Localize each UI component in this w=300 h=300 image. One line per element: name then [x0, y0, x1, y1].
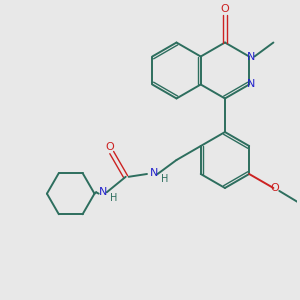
Text: N: N [247, 80, 256, 89]
Text: N: N [150, 167, 158, 178]
Text: O: O [271, 183, 279, 193]
Text: O: O [106, 142, 115, 152]
Text: O: O [220, 4, 229, 14]
Text: N: N [247, 52, 256, 61]
Text: H: H [110, 193, 118, 202]
Text: N: N [99, 187, 107, 197]
Text: H: H [161, 174, 168, 184]
